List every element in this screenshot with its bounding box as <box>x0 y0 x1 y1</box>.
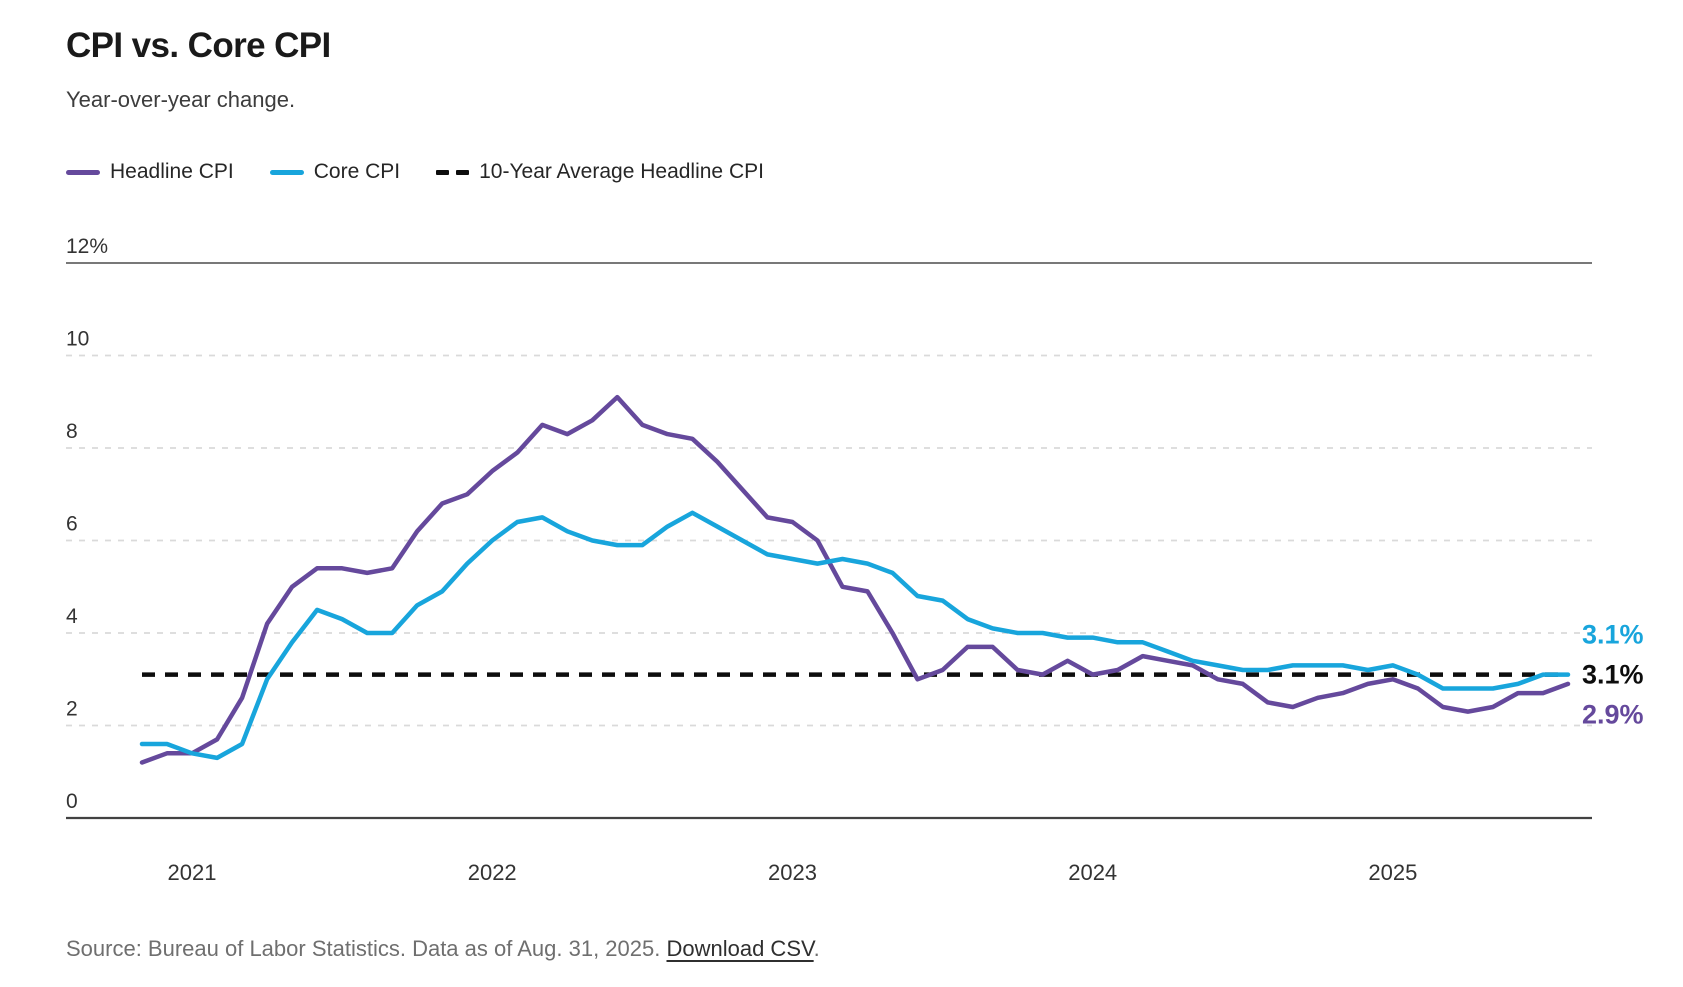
x-tick-label: 2023 <box>768 860 817 885</box>
dashed-line-swatch <box>436 169 470 175</box>
y-tick-label: 4 <box>66 605 78 628</box>
download-csv-link[interactable]: Download CSV <box>666 936 814 961</box>
x-tick-label: 2022 <box>468 860 517 885</box>
core-cpi-line-swatch <box>269 169 304 175</box>
y-tick-label: 10 <box>66 328 89 351</box>
x-tick-label: 2025 <box>1368 860 1417 885</box>
headline-cpi-line-swatch <box>66 169 100 175</box>
source-period: . <box>813 936 820 961</box>
series-line-core-cpi <box>139 510 1571 761</box>
end-value-label: 2.9% <box>1582 700 1644 730</box>
legend-label: Core CPI <box>313 160 401 183</box>
chart-title: CPI vs. Core CPI <box>66 26 331 65</box>
legend-item-core-cpi: Core CPI <box>269 160 401 184</box>
y-tick-label: 0 <box>66 790 78 813</box>
source-text: Source: Bureau of Labor Statistics. Data… <box>66 936 667 961</box>
source-note: Source: Bureau of Labor Statistics. Data… <box>66 936 820 962</box>
legend-label: 10-Year Average Headline CPI <box>479 160 764 183</box>
y-tick-label: 2 <box>66 698 78 721</box>
end-value-label: 3.1% <box>1582 620 1644 650</box>
y-tick-label: 8 <box>66 420 78 443</box>
legend-item-headline-cpi: Headline CPI <box>66 160 234 184</box>
legend-label: Headline CPI <box>110 160 234 183</box>
x-tick-label: 2021 <box>168 860 217 885</box>
y-tick-label: 6 <box>66 513 78 536</box>
legend-item-10yr-average: 10-Year Average Headline CPI <box>436 160 764 184</box>
y-tick-label: 12% <box>66 235 108 258</box>
end-value-label: 3.1% <box>1582 660 1644 690</box>
legend: Headline CPI Core CPI 10-Year Average He… <box>66 160 764 184</box>
chart-subtitle: Year-over-year change. <box>66 87 296 112</box>
x-tick-label: 2024 <box>1068 860 1117 885</box>
series-line-headline-cpi <box>139 394 1571 765</box>
